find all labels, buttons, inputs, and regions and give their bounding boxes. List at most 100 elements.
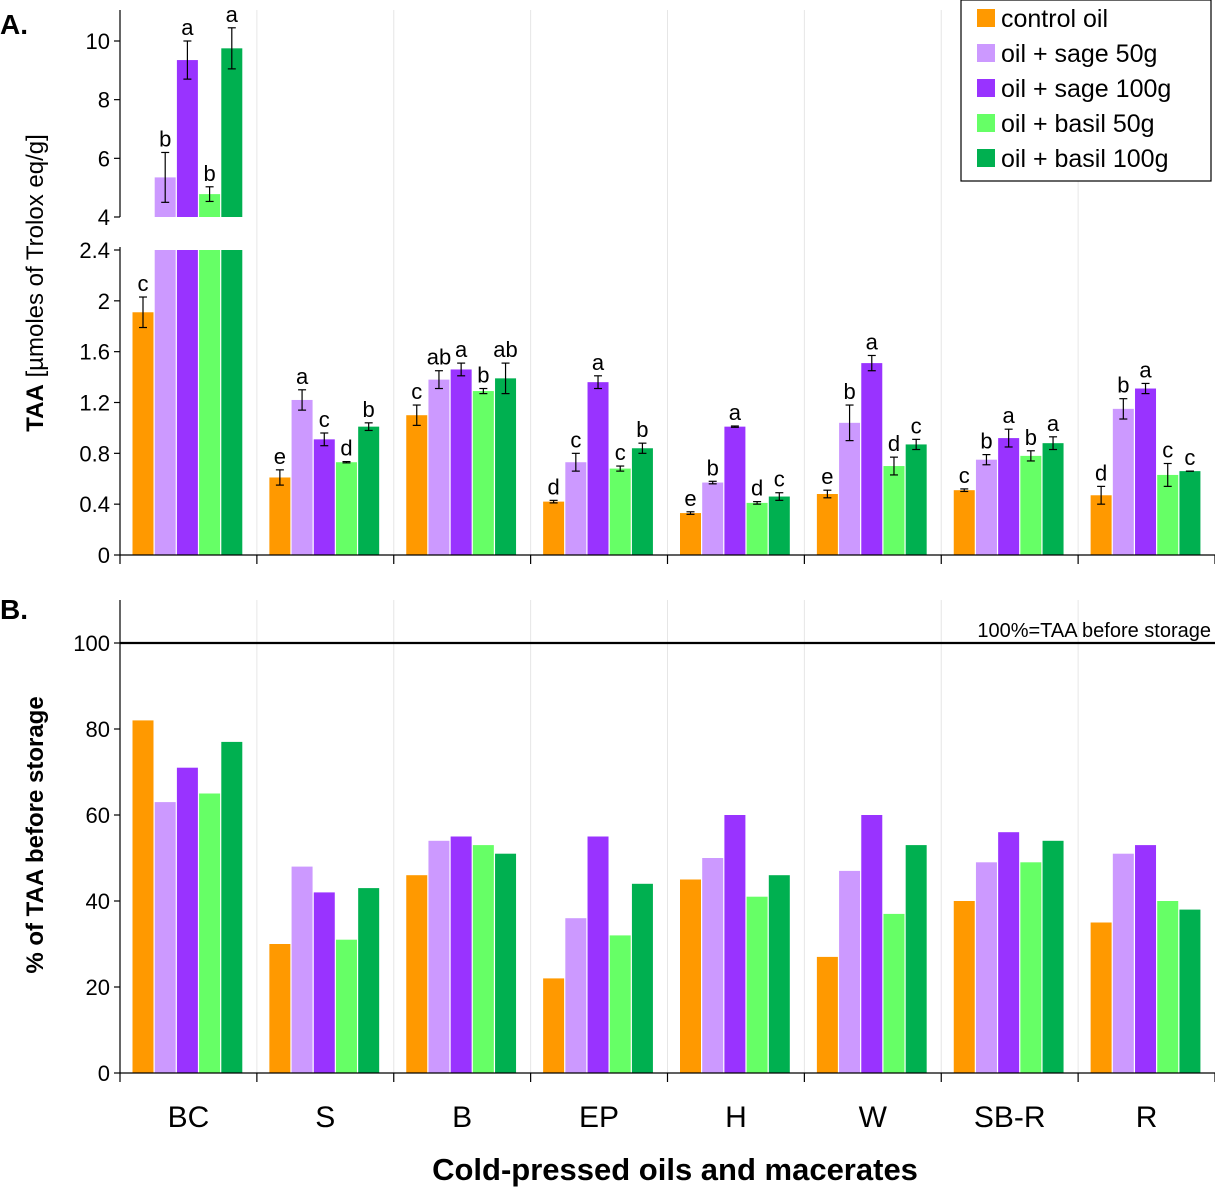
bar-b-bc-oil-sage-50g bbox=[154, 802, 176, 1073]
significance-letter: c bbox=[570, 427, 581, 452]
bar-a-b-oil-sage-50g bbox=[428, 379, 450, 555]
bar-a-h-oil-sage-100g bbox=[724, 426, 746, 555]
bar-a-w-oil-sage-50g bbox=[839, 422, 861, 555]
bar-b-b-oil-basil-100g bbox=[495, 853, 517, 1073]
bar-a-bc-oil-sage-100g-lower bbox=[176, 250, 198, 555]
bar-b-bc-control-oil bbox=[132, 720, 154, 1073]
significance-letter: a bbox=[1047, 411, 1060, 436]
bar-a-bc-oil-sage-50g-lower bbox=[154, 250, 176, 555]
panel-b-y-tick-label: 60 bbox=[86, 803, 110, 828]
bar-a-ep-oil-sage-50g bbox=[565, 462, 587, 555]
category-label-h: H bbox=[725, 1101, 747, 1134]
significance-letter: d bbox=[1095, 460, 1107, 485]
bar-b-bc-oil-sage-100g bbox=[176, 767, 198, 1073]
bar-b-s-oil-basil-50g bbox=[335, 939, 357, 1073]
significance-letter: a bbox=[455, 337, 468, 362]
bar-b-ep-oil-basil-100g bbox=[631, 883, 653, 1073]
significance-letter: b bbox=[363, 397, 375, 422]
significance-letter: a bbox=[181, 15, 194, 40]
significance-letter: d bbox=[340, 436, 352, 461]
panel-b-gridlines bbox=[256, 600, 1079, 1073]
bar-a-r-control-oil bbox=[1090, 495, 1112, 555]
significance-letter: e bbox=[274, 444, 286, 469]
legend-swatch-control-oil bbox=[977, 9, 995, 27]
bar-a-s-oil-basil-50g bbox=[335, 462, 357, 555]
category-label-sb-r: SB-R bbox=[974, 1101, 1046, 1134]
significance-letter: ab bbox=[493, 337, 517, 362]
axes: 0 0.4 0.8 1.2 1.6 2 2.4 4 6 8 10 100%=TAA before st… bbox=[73, 10, 1215, 1134]
significance-letter: a bbox=[729, 400, 742, 425]
panel-a-upper-y-tick-label: 4 bbox=[98, 205, 110, 230]
bar-b-s-control-oil bbox=[269, 944, 291, 1073]
significance-letter: b bbox=[707, 455, 719, 480]
bar-a-sb-r-oil-sage-50g bbox=[975, 459, 997, 555]
bar-a-w-oil-basil-100g bbox=[905, 444, 927, 555]
bar-b-sb-r-oil-basil-50g bbox=[1020, 862, 1042, 1073]
bar-a-ep-oil-sage-100g bbox=[587, 382, 609, 555]
significance-letter: b bbox=[159, 126, 171, 151]
bar-a-ep-control-oil bbox=[543, 501, 565, 555]
category-label-w: W bbox=[859, 1101, 888, 1134]
category-label-bc: BC bbox=[168, 1101, 210, 1134]
bar-a-bc-oil-basil-50g-lower bbox=[199, 250, 221, 555]
legend-label-oil-basil-50g: oil + basil 50g bbox=[1001, 110, 1155, 138]
significance-letter: c bbox=[911, 413, 922, 438]
panel-b-y-tick-label: 20 bbox=[86, 975, 110, 1000]
significance-letter: b bbox=[636, 417, 648, 442]
bar-b-h-oil-sage-100g bbox=[724, 815, 746, 1073]
bar-a-ep-oil-basil-100g bbox=[631, 448, 653, 555]
legend-label-control-oil: control oil bbox=[1001, 5, 1108, 33]
bar-a-w-control-oil bbox=[816, 494, 838, 555]
bar-b-bc-oil-basil-50g bbox=[199, 793, 221, 1073]
significance-letter: ab bbox=[427, 345, 451, 370]
panel-b-y-tick-label: 100 bbox=[73, 631, 110, 656]
significance-letter: d bbox=[751, 476, 763, 501]
bar-b-b-oil-sage-50g bbox=[428, 840, 450, 1073]
panel-a-y-tick-label: 2 bbox=[98, 289, 110, 314]
bar-b-s-oil-sage-50g bbox=[291, 866, 313, 1073]
legend-swatch-oil-sage-100g bbox=[977, 79, 995, 97]
bar-b-ep-oil-basil-50g bbox=[609, 935, 631, 1073]
panel-a-y-axis-label: TAA [µmoles of Trolox eq/g] bbox=[22, 134, 49, 431]
legend-swatch-oil-sage-50g bbox=[977, 44, 995, 62]
panel-a-upper-y-tick-label: 6 bbox=[98, 146, 110, 171]
panel-b-y-axis-label: % of TAA before storage bbox=[22, 696, 49, 973]
bar-b-h-oil-basil-100g bbox=[768, 875, 790, 1073]
bar-a-b-oil-sage-100g bbox=[450, 369, 472, 555]
significance-letter: a bbox=[226, 2, 239, 27]
significance-letter: c bbox=[319, 407, 330, 432]
significance-letter: e bbox=[684, 486, 696, 511]
bar-b-r-control-oil bbox=[1090, 922, 1112, 1073]
bar-a-r-oil-sage-100g bbox=[1135, 388, 1157, 555]
panel-a-upper-y-tick-label: 8 bbox=[98, 88, 110, 113]
bar-a-r-oil-sage-50g bbox=[1112, 408, 1134, 555]
significance-letter: b bbox=[1117, 373, 1129, 398]
significance-letter: c bbox=[1162, 438, 1173, 463]
bar-a-sb-r-control-oil bbox=[953, 490, 975, 555]
category-label-r: R bbox=[1136, 1101, 1158, 1134]
category-label-b: B bbox=[452, 1101, 472, 1134]
bar-b-r-oil-basil-100g bbox=[1179, 909, 1201, 1073]
bar-b-r-oil-basil-50g bbox=[1157, 901, 1179, 1073]
significance-letter: a bbox=[1139, 357, 1152, 382]
bar-a-bc-control-oil bbox=[132, 312, 154, 555]
bar-a-s-control-oil bbox=[269, 477, 291, 555]
legend-label-oil-sage-100g: oil + sage 100g bbox=[1001, 75, 1171, 103]
bar-a-bc-oil-basil-100g-lower bbox=[221, 250, 243, 555]
bar-b-ep-oil-sage-50g bbox=[565, 918, 587, 1073]
panel-b-y-tick-label: 80 bbox=[86, 717, 110, 742]
bar-a-r-oil-basil-50g bbox=[1157, 474, 1179, 555]
panel-a-label: A. bbox=[0, 9, 28, 40]
bar-b-h-control-oil bbox=[680, 879, 701, 1073]
bar-b-b-control-oil bbox=[406, 875, 428, 1073]
bar-b-r-oil-sage-100g bbox=[1135, 845, 1157, 1073]
bar-a-b-oil-basil-50g bbox=[472, 391, 494, 555]
panel-b-bars bbox=[132, 720, 1201, 1073]
bar-b-w-oil-basil-50g bbox=[883, 913, 905, 1073]
bar-b-ep-control-oil bbox=[543, 978, 565, 1073]
bar-a-sb-r-oil-sage-100g bbox=[998, 438, 1020, 555]
bar-b-bc-oil-basil-100g bbox=[221, 741, 243, 1073]
bar-a-bc-oil-sage-100g-upper bbox=[176, 60, 198, 217]
